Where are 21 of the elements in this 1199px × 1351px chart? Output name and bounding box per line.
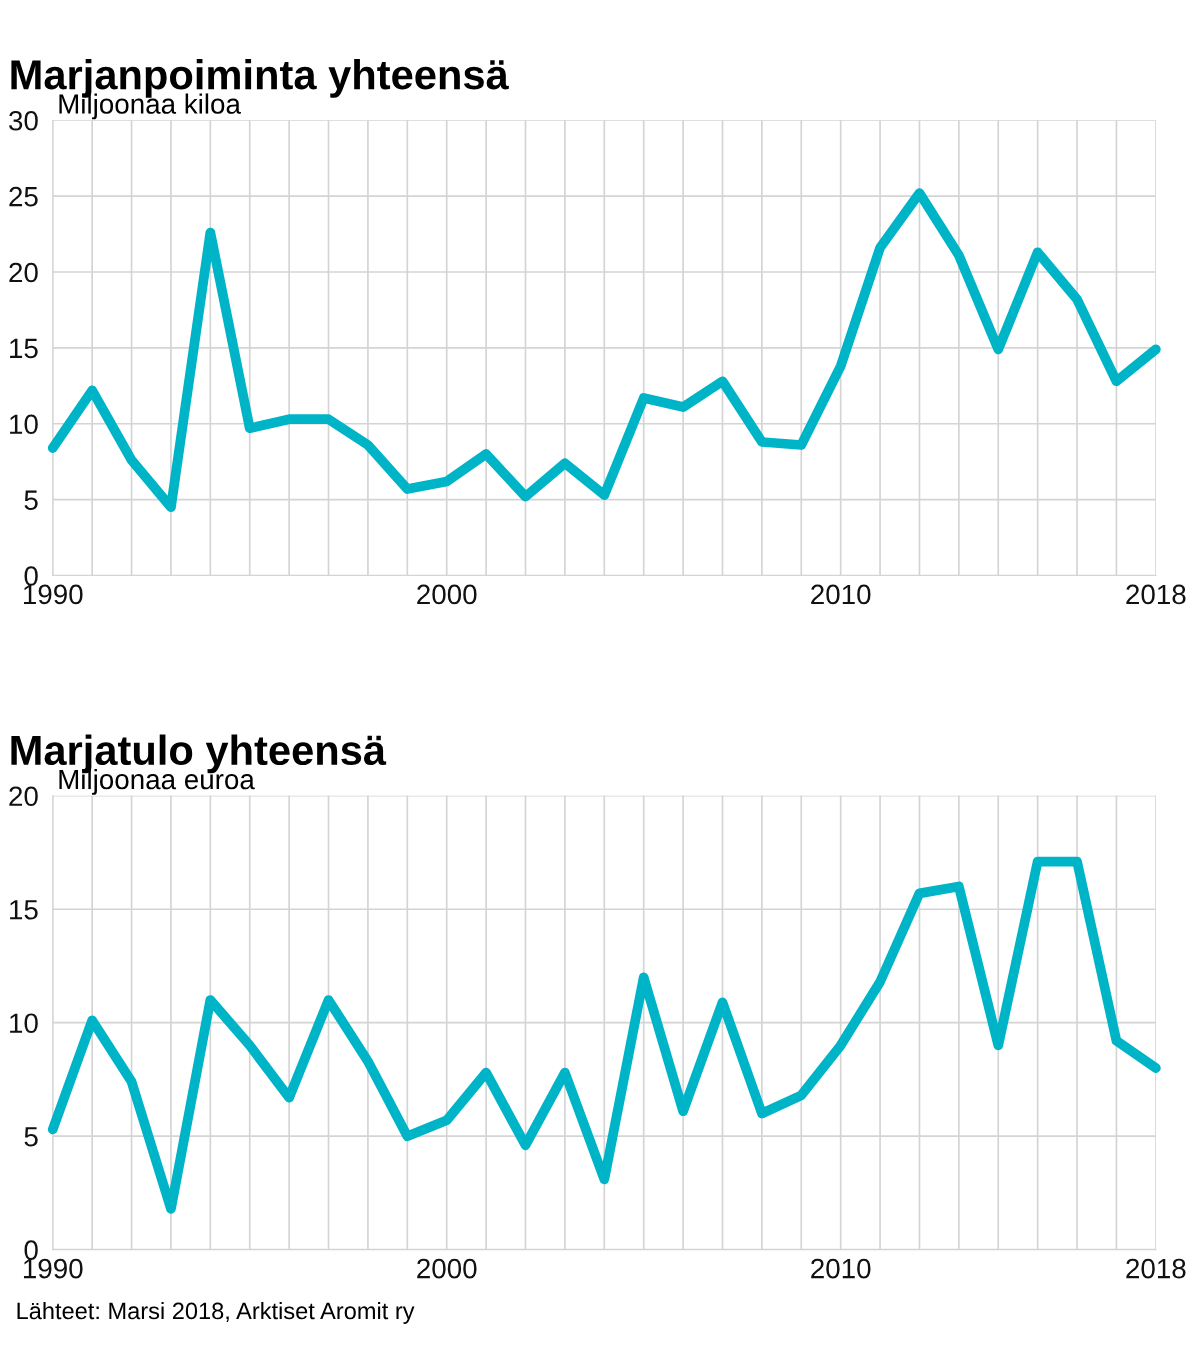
x-tick-label: 2000: [417, 1258, 477, 1279]
text: Lähteet: Marsi 2018, Arktiset Aromit ry: [17, 1301, 415, 1324]
y-tick-label: 10: [10, 414, 38, 435]
x-tick-label: 2018: [1126, 1258, 1186, 1279]
x-tick-label: 2018: [1126, 584, 1186, 605]
y-tick-label: 10: [10, 1013, 38, 1034]
y-tick-label: 0: [24, 566, 38, 586]
x-tick-label: 1990: [23, 584, 83, 605]
x-tick-label: 2010: [811, 1258, 871, 1279]
y-tick-label: 15: [10, 338, 38, 359]
y-tick-label: 15: [10, 900, 38, 920]
y-tick-label: 20: [9, 786, 38, 807]
x-tick-label: 2010: [811, 584, 871, 605]
y-tick-label: 30: [9, 110, 38, 131]
x-tick-label: 1990: [23, 1258, 83, 1279]
y-tick-label: 20: [9, 262, 38, 283]
y-tick-label: 5: [24, 1127, 38, 1147]
y-tick-label: 5: [24, 490, 38, 510]
x-tick-label: 2000: [417, 584, 477, 605]
y-tick-label: 25: [9, 186, 38, 207]
y-tick-label: 0: [24, 1240, 38, 1261]
